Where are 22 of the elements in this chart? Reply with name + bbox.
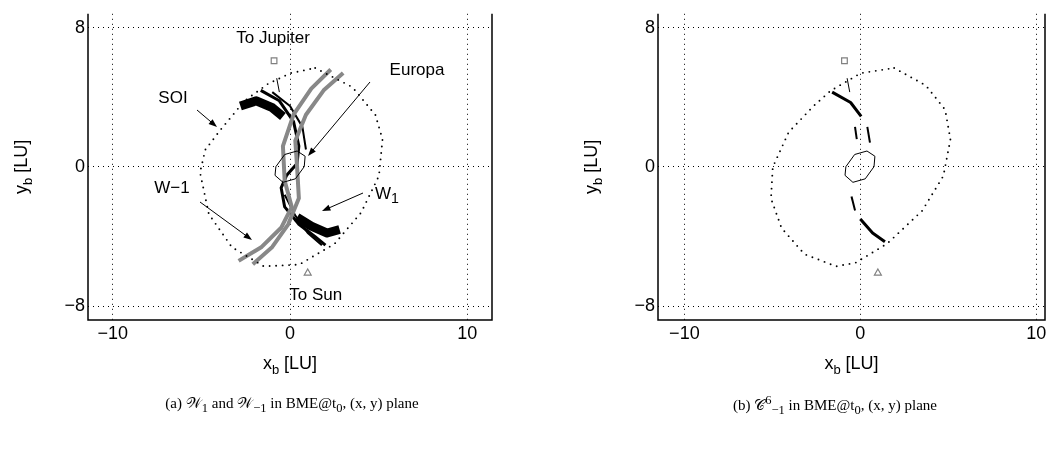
- x-tick-label: 10: [457, 322, 478, 343]
- x-tick-label: −10: [97, 322, 129, 343]
- y-tick-label: 0: [644, 155, 655, 176]
- y-axis-title: yb [LU]: [580, 139, 605, 195]
- x-tick-label: −10: [669, 322, 700, 343]
- y-tick-label: −8: [64, 295, 85, 316]
- x-tick-label: 0: [284, 322, 296, 343]
- y-axis-title: yb [LU]: [10, 139, 35, 195]
- annotation: SOI: [158, 88, 188, 108]
- x-tick-label: 10: [1026, 322, 1047, 343]
- y-tick-label: −8: [634, 295, 655, 316]
- y-tick-label: 8: [74, 16, 85, 37]
- text: (b) 𝒞$^{6}$$_{−1}$ in BME@t$_{0}$, (x, y) plane: [733, 392, 937, 418]
- annotation: W−1: [154, 178, 190, 198]
- y-tick-label: 8: [644, 16, 655, 37]
- annotation: To Sun: [289, 284, 343, 304]
- text: (a) 𝒲$_{1}$ and 𝒲$_{−1}$ in BME@t$_{0}$, (x, y) plane: [165, 394, 419, 416]
- annotation: W$_{1}$: [375, 183, 399, 207]
- x-tick-label: 0: [855, 322, 866, 343]
- annotation: Europa: [389, 60, 445, 80]
- y-tick-label: 0: [74, 155, 85, 176]
- annotation: To Jupiter: [236, 28, 311, 48]
